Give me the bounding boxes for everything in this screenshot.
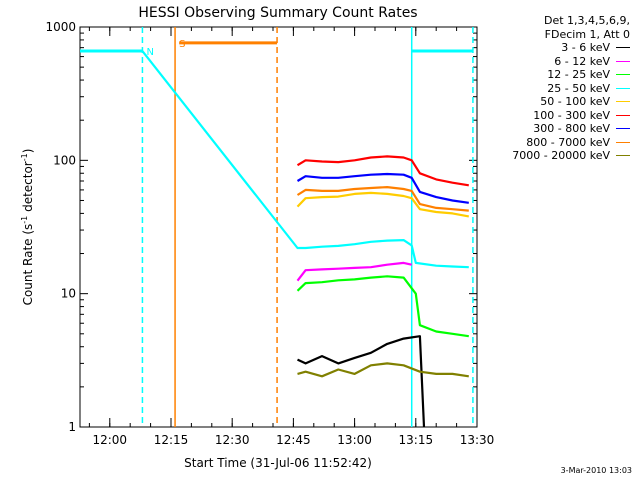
legend-label: 6 - 12 keV xyxy=(554,54,610,68)
legend-header-1: Det 1,3,4,5,6,9, xyxy=(543,14,630,27)
y-tick-label: 10 xyxy=(61,287,76,301)
series-line xyxy=(296,155,469,187)
y-axis-label: Count Rate (s-1 detector-1) xyxy=(20,149,35,306)
legend: Det 1,3,4,5,6,9, FDecim 1, Att 0 3 - 6 k… xyxy=(478,14,630,163)
legend-items: 3 - 6 keV 6 - 12 keV 12 - 25 keV 25 - 50 ke… xyxy=(478,41,630,163)
legend-swatch xyxy=(616,114,630,116)
series-line xyxy=(296,275,469,338)
y-tick-label: 1 xyxy=(68,420,76,434)
series-line xyxy=(297,362,469,378)
x-axis: 12:00 12:15 12:30 12:45 13:00 13:15 13:30 xyxy=(88,27,495,447)
legend-label: 300 - 800 keV xyxy=(533,122,610,135)
footer-timestamp: 3-Mar-2010 13:03 xyxy=(560,466,632,475)
legend-item: 25 - 50 keV xyxy=(478,82,630,96)
legend-swatch xyxy=(616,60,630,62)
legend-label: 800 - 7000 keV xyxy=(526,135,610,149)
flag-annotation: S xyxy=(179,39,185,50)
legend-swatch xyxy=(616,141,630,143)
legend-item: 7000 - 20000 keV xyxy=(478,149,630,163)
legend-item: 300 - 800 keV xyxy=(478,122,630,136)
series-line xyxy=(80,49,469,269)
legend-item: 6 - 12 keV xyxy=(478,55,630,69)
legend-item: 3 - 6 keV xyxy=(478,41,630,55)
legend-label: 7000 - 20000 keV xyxy=(512,149,610,162)
legend-swatch xyxy=(616,101,630,103)
legend-header-2: FDecim 1, Att 0 xyxy=(544,27,630,41)
legend-item: 12 - 25 keV xyxy=(478,68,630,82)
series-line xyxy=(296,261,412,282)
legend-swatch xyxy=(616,155,630,157)
legend-swatch xyxy=(616,74,630,76)
x-axis-label: Start Time (31-Jul-06 11:52:42) xyxy=(184,456,372,470)
legend-item: 100 - 300 keV xyxy=(478,109,630,123)
series-line xyxy=(297,335,426,428)
y-tick-label: 1000 xyxy=(45,20,76,34)
legend-swatch xyxy=(616,128,630,130)
legend-label: 25 - 50 keV xyxy=(547,81,610,95)
x-tick-label: 12:30 xyxy=(215,433,250,447)
series-line xyxy=(296,172,469,204)
legend-label: 50 - 100 keV xyxy=(540,95,610,108)
x-tick-label: 12:15 xyxy=(154,433,189,447)
plot-frame xyxy=(79,26,478,428)
series-line xyxy=(296,191,469,218)
legend-swatch xyxy=(616,47,630,49)
chart-title: HESSI Observing Summary Count Rates xyxy=(138,5,417,21)
legend-item: 50 - 100 keV xyxy=(478,95,630,109)
legend-swatch xyxy=(616,87,630,89)
x-tick-label: 12:00 xyxy=(92,433,127,447)
legend-label: 100 - 300 keV xyxy=(533,108,610,122)
flag-bars: NS xyxy=(80,27,474,427)
series-group xyxy=(80,49,473,428)
series-line xyxy=(296,186,469,212)
flag-annotation: N xyxy=(147,47,154,58)
x-tick-label: 13:30 xyxy=(460,433,495,447)
x-tick-label: 12:45 xyxy=(276,433,311,447)
legend-item: 800 - 7000 keV xyxy=(478,136,630,150)
x-tick-label: 13:00 xyxy=(337,433,372,447)
legend-label: 12 - 25 keV xyxy=(547,68,610,81)
legend-label: 3 - 6 keV xyxy=(561,41,610,54)
y-tick-label: 100 xyxy=(53,153,76,167)
x-tick-label: 13:15 xyxy=(399,433,434,447)
